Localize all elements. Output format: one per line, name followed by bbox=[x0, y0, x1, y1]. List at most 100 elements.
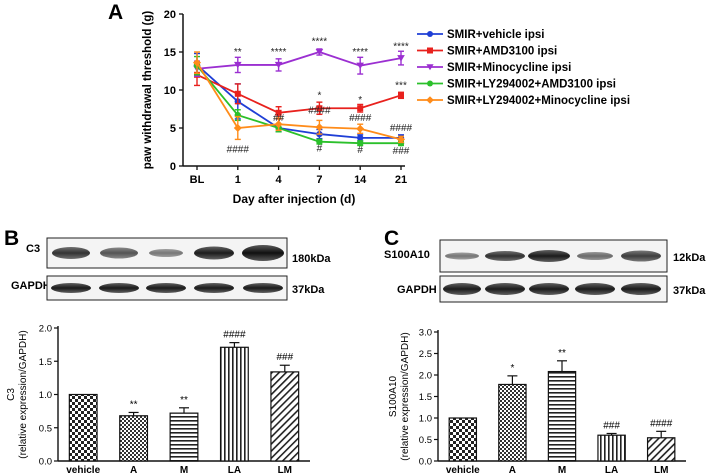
legend-item: SMIR+Minocycline ipsi bbox=[417, 62, 571, 74]
data-point bbox=[315, 123, 324, 132]
legend-label: SMIR+LY294002+AMD3100 ipsi bbox=[447, 79, 616, 91]
significance-label: * bbox=[510, 363, 514, 374]
blot-band bbox=[51, 283, 91, 293]
legend-item: SMIR+LY294002+Minocycline ipsi bbox=[417, 95, 630, 107]
blot-band bbox=[528, 250, 570, 262]
bar bbox=[219, 346, 249, 462]
series-line bbox=[196, 62, 402, 141]
significance-label: **** bbox=[312, 36, 328, 47]
y-tick-label: 1.0 bbox=[39, 390, 52, 401]
bar-chart-b: 0.0 0.5 1.0 1.5 2.0 vehicle ** A ** M #### LA ### LM C… bbox=[6, 324, 310, 475]
significance-label: * bbox=[317, 90, 321, 101]
blot-band bbox=[194, 246, 234, 260]
western-blot-b: C3 180kDa GAPDH 37kDa bbox=[11, 237, 331, 301]
y-tick-label: 20 bbox=[164, 9, 176, 21]
panel-label-a: A bbox=[108, 1, 123, 24]
data-point bbox=[275, 109, 282, 116]
legend-marker bbox=[427, 47, 433, 54]
x-tick-label: 4 bbox=[276, 174, 283, 186]
blot-band bbox=[621, 250, 661, 262]
blot-c-row1-size: 12kDa bbox=[673, 252, 706, 264]
series-line bbox=[196, 51, 402, 70]
blot-band bbox=[194, 283, 234, 293]
significance-label: ** bbox=[234, 47, 242, 58]
legend-label: SMIR+AMD3100 ipsi bbox=[447, 46, 557, 58]
x-tick-label: vehicle bbox=[446, 465, 480, 475]
blot-band bbox=[443, 283, 481, 295]
y-axis-label-line1: S100A10 bbox=[388, 375, 399, 417]
bar bbox=[597, 434, 626, 462]
data-point bbox=[356, 124, 365, 133]
y-axis-label-line2: (relative expression/GAPDH) bbox=[18, 330, 29, 458]
bar bbox=[119, 415, 149, 462]
data-point bbox=[233, 124, 242, 132]
blot-b-row2-label: GAPDH bbox=[11, 280, 51, 292]
y-tick-label: 1.5 bbox=[39, 357, 52, 368]
data-point bbox=[274, 61, 283, 69]
data-point bbox=[234, 90, 241, 97]
significance-label: ## bbox=[273, 113, 285, 124]
blot-c-row2-size: 37kDa bbox=[673, 285, 706, 297]
x-tick-label: BL bbox=[190, 174, 205, 186]
y-tick-label: 0.5 bbox=[419, 435, 432, 446]
data-point bbox=[357, 140, 364, 147]
significance-label: #### bbox=[650, 418, 673, 429]
significance-label: ### bbox=[603, 420, 620, 431]
blot-band bbox=[243, 283, 283, 293]
significance-label: #### bbox=[390, 123, 413, 134]
y-tick-label: 10 bbox=[164, 85, 176, 97]
y-tick-label: 1.5 bbox=[419, 392, 432, 403]
series-line bbox=[196, 65, 401, 145]
significance-label: #### bbox=[227, 144, 250, 155]
y-tick-label: 2.5 bbox=[419, 349, 432, 360]
data-point bbox=[397, 135, 405, 144]
blot-band bbox=[575, 283, 615, 295]
blot-band bbox=[621, 283, 661, 295]
blot-band bbox=[485, 251, 525, 261]
significance-label: ### bbox=[393, 146, 410, 157]
significance-label: # bbox=[357, 145, 363, 156]
panel-label-c: C bbox=[384, 227, 399, 250]
y-tick-label: 3.0 bbox=[419, 328, 432, 339]
blot-band bbox=[99, 283, 139, 293]
bar-chart-c: 0.0 0.5 1.0 1.5 2.0 2.5 3.0 vehicle * A ** M ### LA ##… bbox=[388, 328, 686, 475]
significance-label: * bbox=[358, 95, 362, 106]
significance-label: ** bbox=[180, 395, 188, 406]
blot-band bbox=[485, 283, 525, 295]
x-tick-label: A bbox=[509, 465, 516, 475]
significance-label: **** bbox=[271, 47, 287, 58]
data-point bbox=[316, 138, 323, 145]
y-axis-label: paw withdrawal threshold (g) bbox=[142, 11, 154, 170]
x-tick-label: LA bbox=[228, 465, 241, 475]
legend-label: SMIR+LY294002+Minocycline ipsi bbox=[447, 95, 630, 107]
data-point bbox=[274, 120, 283, 129]
x-tick-label: A bbox=[130, 465, 137, 475]
y-tick-label: 15 bbox=[164, 47, 176, 59]
data-point bbox=[398, 92, 404, 99]
significance-label: ** bbox=[130, 399, 138, 410]
x-tick-label: LM bbox=[654, 465, 668, 475]
blot-band bbox=[445, 252, 479, 260]
x-tick-label: vehicle bbox=[66, 465, 100, 475]
blot-band bbox=[577, 252, 613, 260]
significance-label: #### bbox=[349, 113, 372, 124]
significance-label: **** bbox=[393, 42, 409, 53]
western-blot-c: S100A10 12kDa GAPDH 37kDa bbox=[384, 239, 706, 303]
legend-item: SMIR+vehicle ipsi bbox=[417, 29, 544, 41]
series-3 bbox=[193, 48, 405, 78]
blot-b-row1-label: C3 bbox=[26, 243, 40, 255]
legend-marker bbox=[426, 96, 434, 104]
x-tick-label: LM bbox=[278, 465, 292, 475]
blot-c-row2-label: GAPDH bbox=[397, 284, 437, 296]
bar bbox=[270, 371, 300, 462]
data-point bbox=[316, 105, 323, 112]
series-line bbox=[196, 73, 402, 114]
x-axis-label: Day after injection (d) bbox=[233, 192, 356, 206]
bar bbox=[547, 370, 577, 462]
series-line bbox=[196, 64, 401, 139]
y-tick-label: 5 bbox=[170, 123, 176, 135]
x-tick-label: LA bbox=[605, 465, 618, 475]
x-tick-label: 1 bbox=[235, 174, 241, 186]
bar bbox=[68, 393, 98, 462]
x-tick-label: 21 bbox=[395, 174, 407, 186]
